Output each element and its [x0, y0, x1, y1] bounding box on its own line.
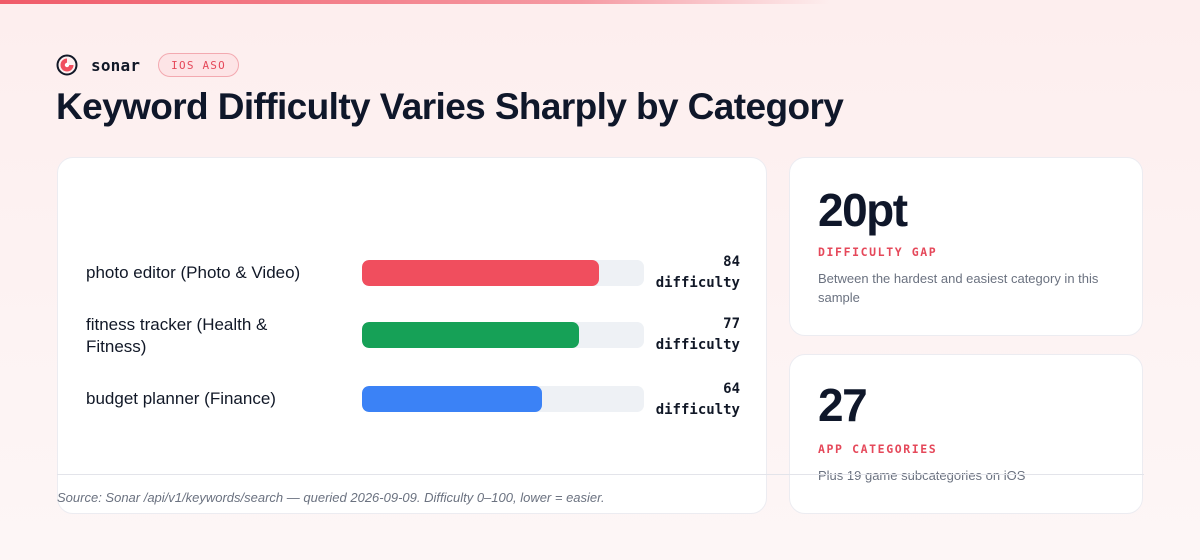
top-accent-bar	[0, 0, 830, 4]
stat-card-difficulty-gap: 20pt DIFFICULTY GAP Between the hardest …	[789, 157, 1143, 336]
bar-track	[362, 260, 644, 286]
bar-row-budget-planner: budget planner (Finance) 64 difficulty	[86, 381, 740, 429]
bar-value-unit: difficulty	[655, 337, 740, 353]
difficulty-chart-card: photo editor (Photo & Video) 84 difficul…	[57, 157, 767, 514]
bar-track	[362, 322, 644, 348]
brand-name: sonar	[91, 55, 141, 75]
category-tag: IOS ASO	[158, 53, 239, 77]
page-title: Keyword Difficulty Varies Sharply by Cat…	[56, 86, 844, 127]
bar-fill-photo-editor	[362, 260, 599, 286]
stat-label: DIFFICULTY GAP	[818, 245, 938, 259]
stat-description: Between the hardest and easiest category…	[818, 271, 1099, 305]
bar-value: 64 difficulty	[620, 379, 740, 421]
stat-card-app-categories: 27 APP CATEGORIES Plus 19 game subcatego…	[789, 354, 1143, 514]
bar-label: budget planner (Finance)	[86, 389, 276, 408]
bar-fill-budget-planner	[362, 386, 543, 412]
stat-value: 20pt	[818, 184, 908, 236]
bar-value-unit: difficulty	[655, 402, 740, 418]
footer-divider	[57, 474, 1144, 475]
stat-description: Plus 19 game subcategories on iOS	[818, 468, 1026, 483]
bar-label: fitness tracker (Health & Fitness)	[86, 315, 268, 356]
bar-row-fitness-tracker: fitness tracker (Health & Fitness) 77 di…	[86, 313, 740, 363]
bar-value-number: 77	[723, 316, 740, 332]
bar-row-photo-editor: photo editor (Photo & Video) 84 difficul…	[86, 254, 740, 303]
bar-label: photo editor (Photo & Video)	[86, 263, 301, 282]
bar-track	[362, 386, 644, 412]
bar-value-number: 64	[723, 381, 740, 397]
sonar-logo-icon	[56, 54, 78, 76]
stat-value: 27	[818, 379, 868, 431]
bar-value-number: 84	[723, 254, 740, 270]
bar-value: 77 difficulty	[620, 314, 740, 356]
bar-value-unit: difficulty	[655, 275, 740, 291]
source-note: Source: Sonar /api/v1/keywords/search — …	[57, 490, 605, 505]
bar-value: 84 difficulty	[620, 252, 740, 294]
stat-label: APP CATEGORIES	[818, 442, 938, 456]
brand-row: sonar IOS ASO	[56, 51, 239, 79]
bar-fill-fitness-tracker	[362, 322, 580, 348]
